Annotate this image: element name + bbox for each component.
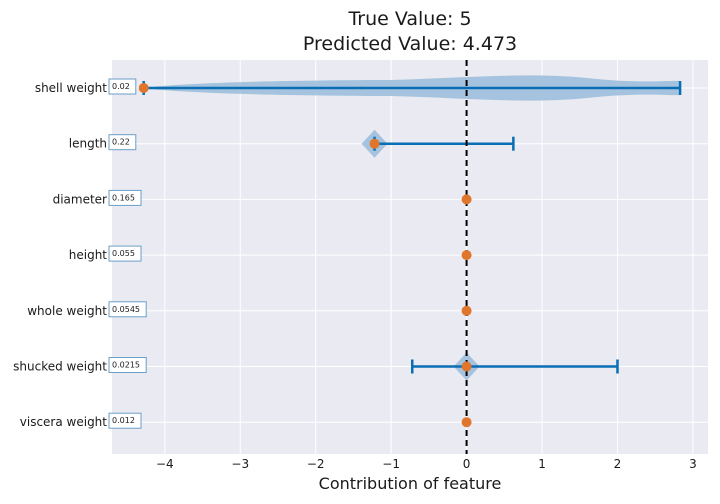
value-label-box [108,412,142,429]
contribution-point [461,194,472,205]
value-label: 0.0215 [112,361,140,370]
value-label-box [108,134,137,151]
x-tick-label: 3 [689,457,697,471]
value-label-box [108,245,142,262]
x-tick-label: −1 [382,457,400,471]
chart-title-line-2: Predicted Value: 4.473 [303,33,517,55]
y-tick-label: shell weight [35,81,107,95]
y-tick-labels: shell weight length diameter height whole we… [13,81,107,429]
value-label-box [108,357,147,373]
contribution-point [461,305,472,316]
x-tick-labels: −4 −3 −2 −1 0 1 2 3 [156,457,697,471]
x-tick-label: 0 [463,457,471,471]
value-label-box [108,189,142,206]
value-label: 0.0545 [112,305,140,314]
value-label-box [108,301,147,318]
y-tick-label: viscera weight [20,415,108,429]
x-tick-label: 1 [538,457,546,471]
chart-title-line-1: True Value: 5 [347,8,471,30]
value-label: 0.22 [112,138,130,147]
y-tick-label: diameter [53,192,107,206]
y-tick-label: length [69,137,107,151]
value-label: 0.165 [112,193,135,202]
contribution-point [369,138,380,149]
x-tick-label: 2 [614,457,622,471]
plot-background [112,60,708,454]
x-tick-label: −3 [231,457,249,471]
contribution-point [461,417,472,428]
value-labels: 0.02 0.22 0.165 0.055 0.0545 0.0215 0.012 [108,78,147,429]
value-label: 0.02 [112,82,130,91]
y-tick-label: whole weight [27,304,107,318]
contribution-point [138,83,149,93]
contribution-point [461,361,472,372]
x-tick-label: −2 [307,457,325,471]
value-label: 0.055 [112,249,135,258]
y-tick-label: height [69,248,108,262]
x-tick-label: −4 [156,457,174,471]
point-layer [138,83,472,428]
contribution-point [461,250,472,261]
x-axis-label: Contribution of feature [319,474,502,493]
y-tick-label: shucked weight [13,360,107,374]
value-label-box [108,78,137,95]
value-label: 0.012 [112,416,135,425]
